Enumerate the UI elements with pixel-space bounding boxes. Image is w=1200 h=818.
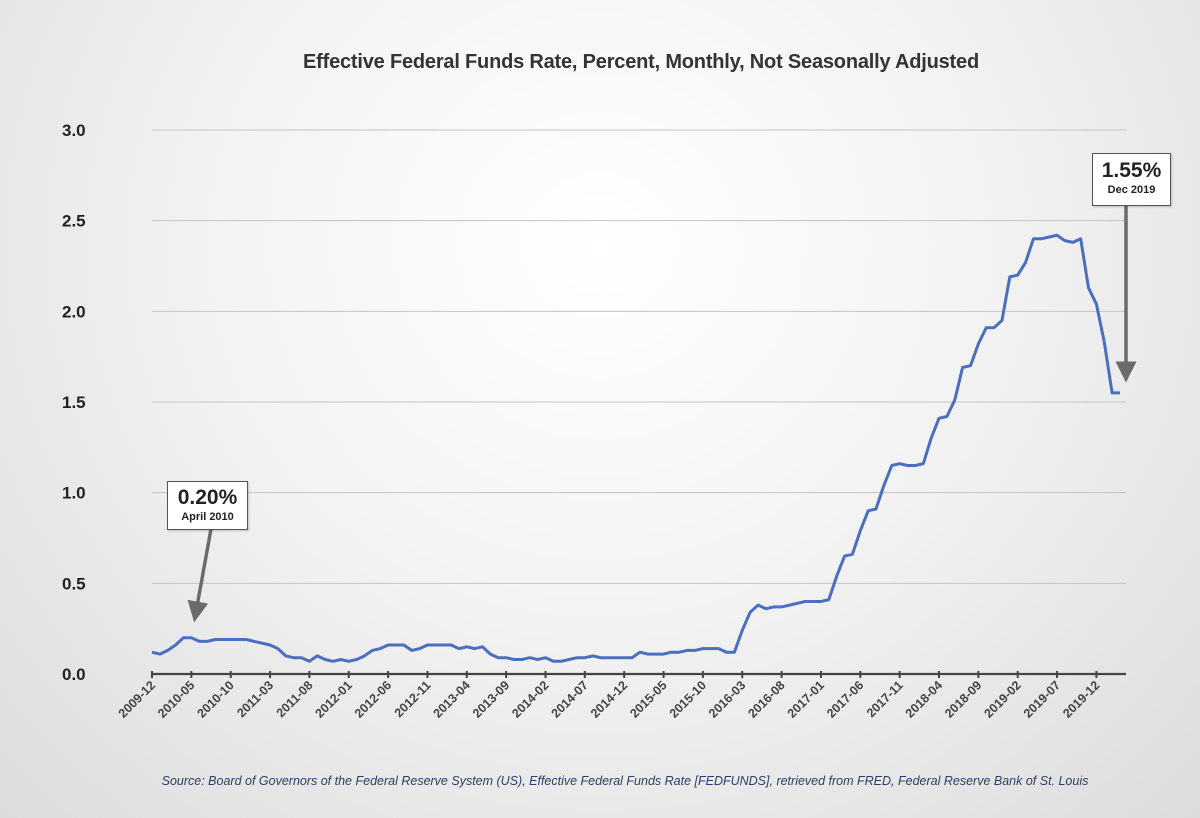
x-tick-label: 2014-12 [588,678,630,720]
x-tick-label: 2011-08 [274,678,316,720]
x-tick-label: 2014-02 [509,678,551,720]
x-tick-label: 2018-04 [903,678,945,720]
x-tick-label: 2013-09 [470,678,512,720]
x-tick-label: 2015-05 [627,678,669,720]
x-tick-label: 2018-09 [942,678,984,720]
x-tick-label: 2009-12 [116,678,158,720]
y-tick-label: 2.5 [62,212,86,231]
x-tick-label: 2011-03 [234,678,276,720]
x-tick-label: 2016-08 [745,678,787,720]
annotation-dec-2019: 1.55% Dec 2019 [1092,153,1171,206]
y-tick-label: 1.5 [62,393,86,412]
x-tick-label: 2016-03 [706,678,748,720]
x-tick-label: 2010-10 [194,678,236,720]
annotation-label: Dec 2019 [1107,184,1156,196]
x-tick-label: 2017-06 [824,678,866,720]
y-tick-label: 3.0 [62,121,86,140]
x-tick-label: 2017-11 [864,678,906,720]
series-line-fedfunds [151,233,1120,663]
source-note: Source: Board of Governors of the Federa… [161,774,1089,788]
annotation-value: 1.55% [1101,159,1162,182]
y-tick-label: 0.5 [62,574,86,593]
x-tick-label: 2017-01 [785,678,827,720]
x-tick-label: 2010-05 [155,678,197,720]
chart-title: Effective Federal Funds Rate, Percent, M… [303,51,979,73]
y-tick-label: 1.0 [62,484,86,503]
annotation-label: April 2010 [181,511,234,523]
x-tick-label: 2012-06 [352,678,394,720]
y-tick-label: 0.0 [62,665,86,684]
annotation-value: 0.20% [177,486,238,509]
x-tick-label: 2019-02 [981,678,1023,720]
x-tick-label: 2019-12 [1060,678,1102,720]
x-tick-label: 2019-07 [1021,678,1063,720]
x-tick-label: 2013-04 [431,678,473,720]
x-tick-label: 2014-07 [549,678,591,720]
y-tick-label: 2.0 [62,302,86,321]
annotation-arrow [187,528,213,623]
annotation-april-2010: 0.20% April 2010 [167,481,248,530]
x-tick-label: 2012-01 [313,678,355,720]
x-tick-label: 2012-11 [392,678,434,720]
x-tick-label: 2015-10 [667,678,709,720]
